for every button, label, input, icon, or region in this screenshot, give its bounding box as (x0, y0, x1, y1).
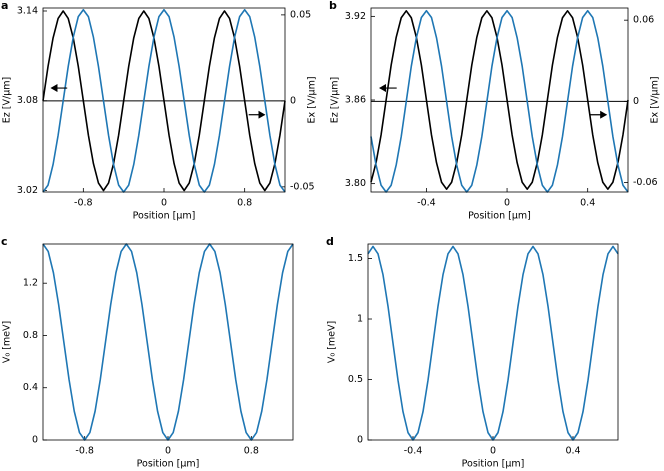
x-tick-label: -0.4 (417, 198, 436, 209)
y-axis-label: V₀ [meV] (2, 321, 13, 363)
y-tick-label: 3.14 (17, 5, 38, 16)
x-tick-label: 0.4 (580, 198, 595, 209)
data-line (370, 9, 629, 193)
y2-tick-label: -0.06 (633, 177, 658, 188)
y2-tick-label: 0.05 (290, 9, 311, 20)
panel-letter: b (329, 0, 337, 12)
x-axis-label: Position [µm] (137, 459, 200, 470)
y2-tick-label: 0 (290, 95, 296, 106)
y-tick-label: 1.5 (348, 253, 363, 264)
data-line (370, 9, 629, 191)
plot-frame (42, 7, 286, 193)
y-tick-label: 3.80 (345, 178, 366, 189)
y2-tick-label: 0.06 (633, 15, 654, 26)
x-axis-label: Position [µm] (468, 211, 531, 222)
y-tick-label: 0.8 (23, 330, 38, 341)
y2-axis-label: Ex [V/µm] (307, 76, 318, 123)
y2-tick-label: -0.05 (290, 181, 315, 192)
panel-letter: a (1, 0, 8, 12)
x-tick-label: -0.4 (404, 446, 423, 457)
y-tick-label: 0.5 (348, 374, 363, 385)
y-axis-label: V₀ [meV] (327, 321, 338, 363)
x-tick-label: 0 (165, 446, 171, 457)
y2-tick-label: 0 (633, 96, 639, 107)
y-tick-label: 0.4 (23, 382, 38, 393)
x-axis-label: Position [µm] (462, 459, 525, 470)
y-tick-label: 3.08 (17, 95, 38, 106)
x-tick-label: 0 (490, 446, 496, 457)
y-tick-label: 1 (357, 314, 363, 325)
data-line (367, 245, 619, 441)
x-tick-label: 0.4 (565, 446, 580, 457)
y-tick-label: 0 (357, 435, 363, 446)
y-axis-label: Ez [V/µm] (330, 77, 341, 123)
y-tick-label: 3.86 (345, 95, 366, 106)
plot-frame (367, 243, 619, 441)
y-tick-label: 1.2 (23, 278, 38, 289)
x-tick-label: -0.8 (74, 198, 93, 209)
y2-axis-label: Ex [V/µm] (650, 76, 661, 123)
x-tick-label: 0 (161, 198, 167, 209)
x-tick-label: 0.8 (237, 198, 252, 209)
data-line (42, 8, 286, 193)
x-axis-label: Position [µm] (133, 211, 196, 222)
panel-letter: c (1, 235, 8, 248)
panel-letter: d (326, 235, 334, 248)
data-line (42, 10, 286, 192)
x-tick-label: 0.8 (244, 446, 259, 457)
plot-frame (370, 7, 629, 193)
y-tick-label: 3.02 (17, 185, 38, 196)
x-tick-label: 0 (504, 198, 510, 209)
data-line (42, 243, 294, 441)
y-tick-label: 0 (32, 435, 38, 446)
y-axis-label: Ez [V/µm] (2, 77, 13, 123)
y-tick-label: 3.92 (345, 11, 366, 22)
x-tick-label: -0.8 (75, 446, 94, 457)
plot-frame (42, 243, 294, 441)
